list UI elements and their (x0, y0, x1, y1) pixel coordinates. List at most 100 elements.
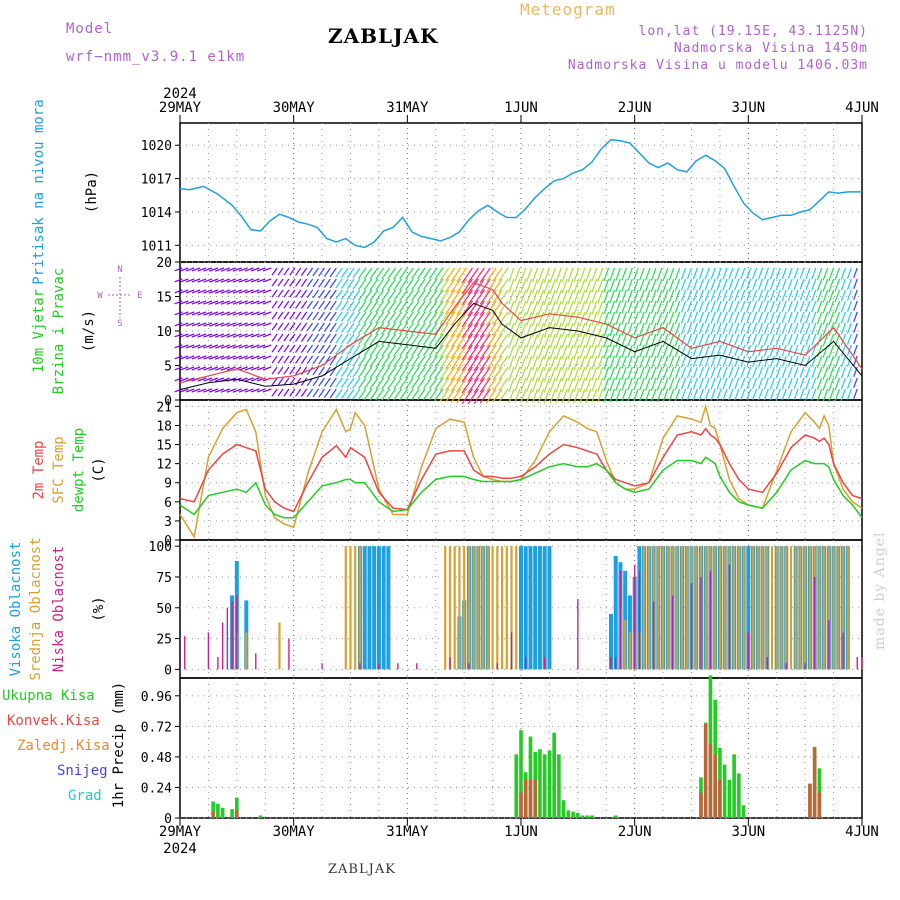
wind-barb (650, 388, 657, 402)
wind-barb (244, 377, 254, 382)
wind-barb (674, 267, 681, 281)
wind-barb (185, 311, 195, 316)
wind-barb (650, 267, 657, 281)
cloud-bar-1 (789, 546, 793, 670)
wind-barb (752, 388, 758, 401)
precip-bar-0 (538, 749, 542, 818)
wind-barb (450, 311, 462, 326)
wind-barb (644, 388, 651, 402)
wind-barb (698, 289, 704, 302)
wind-barb (428, 311, 438, 324)
wind-barb (283, 311, 290, 320)
wind-barb (399, 267, 408, 280)
wind-barb (591, 300, 598, 315)
wind-barb (417, 289, 426, 302)
wind-barb (346, 377, 355, 389)
wind-barb (609, 311, 616, 326)
wind-barb (853, 289, 858, 301)
wind-barb (520, 322, 527, 337)
wind-barb (627, 289, 633, 303)
wind-barb (769, 300, 775, 313)
wind-barb (256, 344, 266, 349)
wind-barb (473, 322, 485, 338)
wind-barb (662, 289, 669, 303)
wind-barb (799, 377, 805, 389)
wind-barb (405, 344, 414, 357)
x-tick-label-top: 4JUN (845, 100, 879, 116)
wind-barb (585, 322, 592, 337)
wind-barb (597, 366, 604, 381)
wind-barb (220, 355, 230, 360)
wind-barb (352, 289, 361, 301)
wind-barb (180, 377, 189, 382)
wind-barb (853, 322, 858, 334)
wind-barb (352, 377, 361, 389)
wind-barb (226, 355, 236, 360)
wind-barb (498, 278, 509, 292)
wind-barb (686, 388, 693, 401)
wind-barb (381, 344, 391, 357)
wind-barb (704, 333, 710, 346)
wind-barb (340, 322, 349, 333)
precip-bar-1 (519, 792, 523, 818)
precip-bar-0 (590, 815, 594, 818)
wind-barb (662, 388, 669, 402)
wind-barb (423, 366, 432, 379)
wind-barb (603, 377, 610, 392)
y-tick-label: 25 (156, 633, 172, 648)
wind-barb (537, 344, 545, 360)
wind-barb (262, 366, 272, 371)
wind-barb (508, 377, 515, 393)
wind-barb (340, 377, 349, 388)
wind-barb (680, 344, 687, 357)
wind-barb (734, 278, 740, 291)
wind-barb (639, 322, 645, 336)
wind-barb (775, 289, 781, 302)
cloud-bar-1 (676, 546, 679, 670)
wind-barb (710, 300, 716, 313)
wind-barb (692, 388, 698, 401)
cloud-bar-1 (496, 546, 499, 670)
wind-barb (549, 344, 556, 360)
wind-barb (561, 366, 568, 382)
wind-barb (769, 377, 775, 390)
series-line-gust (179, 281, 863, 384)
wind-barb (639, 366, 645, 380)
wind-barb (716, 322, 722, 335)
wind-barb (479, 377, 491, 393)
wind-barb (508, 388, 515, 404)
wind-barb (650, 278, 657, 292)
wind-barb (323, 377, 331, 387)
wind-barb (289, 333, 296, 342)
wind-barb (579, 344, 586, 360)
wind-barb (698, 355, 704, 368)
wind-barb (537, 388, 545, 404)
wind-barb (232, 311, 242, 316)
wind-barb (603, 388, 610, 403)
wind-barb (318, 333, 325, 343)
y-tick-label: 1014 (141, 206, 172, 221)
wind-barb (591, 289, 598, 304)
y-tick-label: 75 (156, 571, 172, 586)
wind-barb (763, 355, 770, 368)
wind-barb (561, 300, 568, 316)
y-tick-label: 9 (164, 477, 172, 492)
wind-barb (769, 333, 775, 346)
precip-legend-item: Grad (68, 788, 102, 804)
wind-barb (704, 366, 710, 379)
wind-barb (492, 300, 503, 315)
wind-barb (271, 278, 278, 287)
wind-barb (306, 322, 314, 332)
wind-barb (822, 311, 829, 325)
wind-barb (644, 289, 651, 303)
wind-barb (417, 377, 426, 390)
wind-barb (561, 344, 568, 360)
wind-barb (238, 322, 248, 327)
cloud-bar-2 (610, 657, 612, 670)
precip-legend-item: Ukupna Kisa (2, 688, 95, 704)
cloud-axis-title-low: Niska Oblacnost (51, 546, 67, 672)
wind-barb (191, 300, 201, 305)
wind-barb (740, 300, 746, 313)
wind-barb (318, 311, 325, 321)
wind-barb (633, 289, 639, 303)
